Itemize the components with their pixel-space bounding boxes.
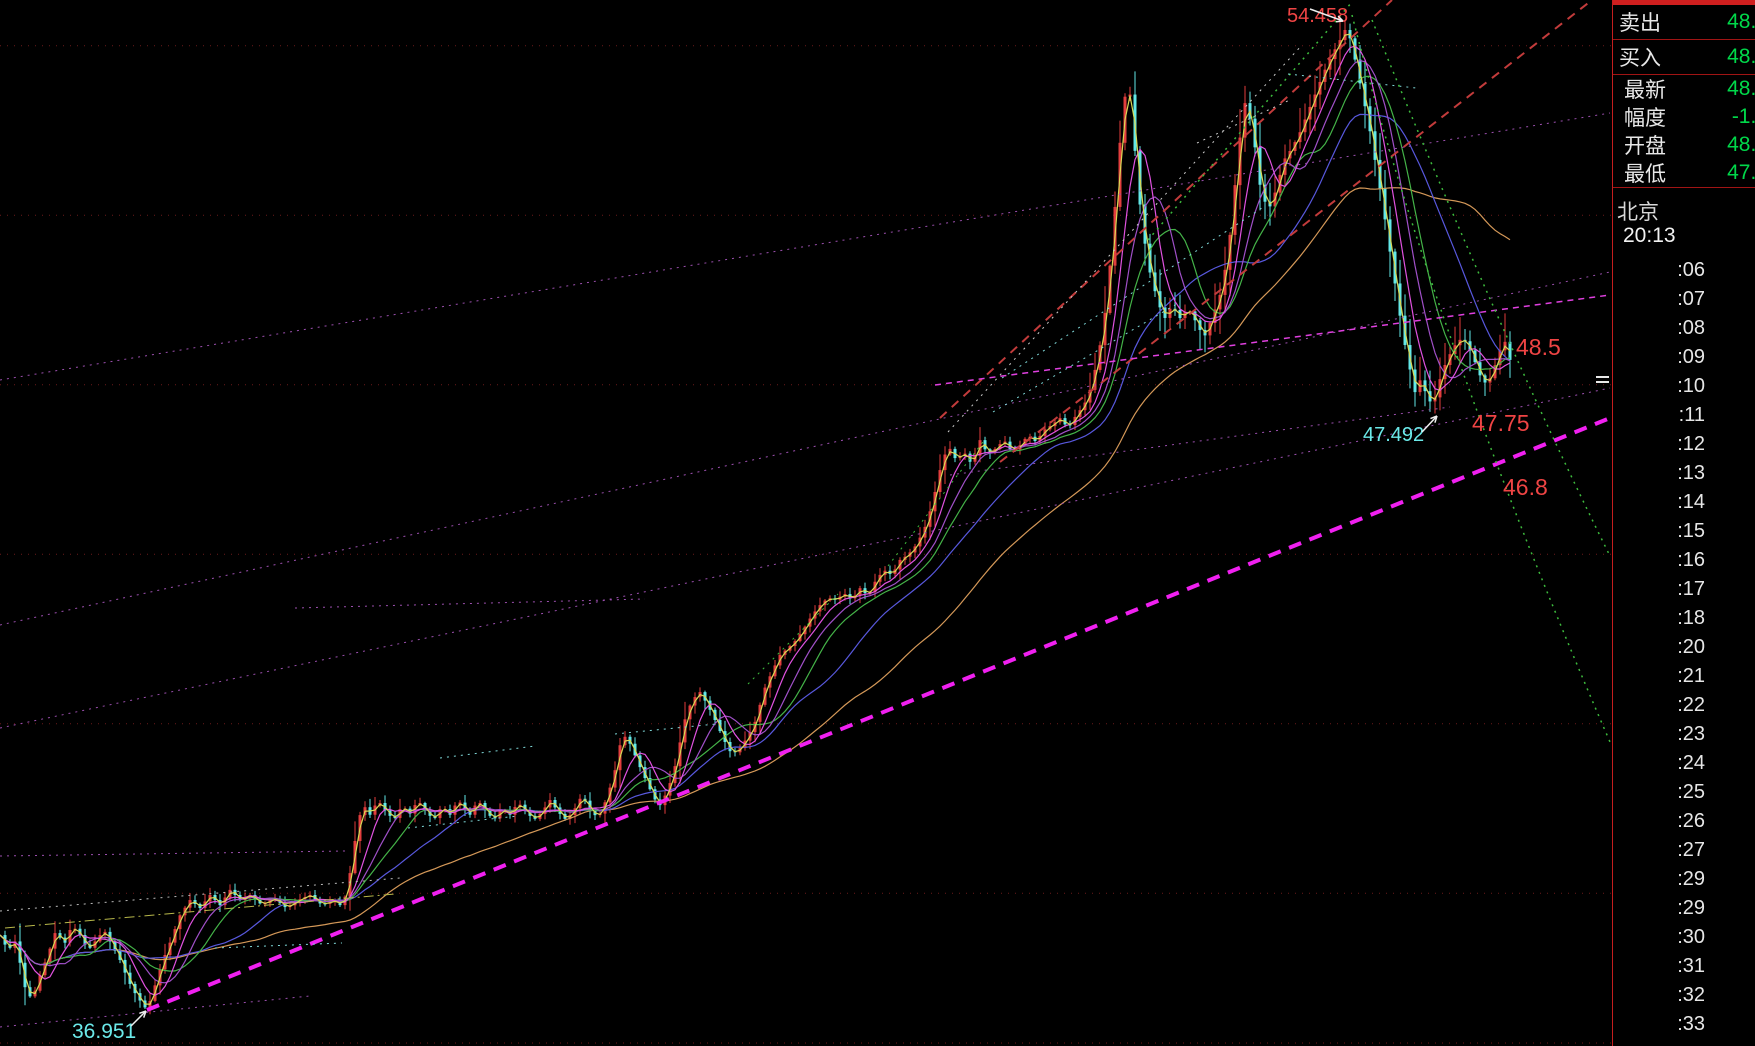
range-value: -1.5 — [1731, 105, 1755, 128]
time-item: :29 — [1677, 897, 1705, 919]
price-chart[interactable]: 54.458 48.5 47.75 46.8 47.492 36.951 — [0, 0, 1612, 1046]
major-support-trendline[interactable] — [146, 416, 1611, 1012]
cyan-rise-b[interactable] — [992, 301, 1181, 413]
time-item: :10 — [1677, 375, 1705, 397]
time-item: :08 — [1677, 317, 1705, 339]
cyan-seg-1[interactable] — [439, 745, 536, 759]
cyan-top-seg[interactable] — [1287, 73, 1417, 89]
cyan-seg-3[interactable] — [614, 723, 717, 735]
stats-block: 最新 48.0 幅度 -1.5 开盘 48.8 最低 47.7 — [1613, 75, 1755, 187]
time-item: :07 — [1677, 288, 1705, 310]
trendlines-layer — [0, 0, 1611, 1028]
low-value: 47.7 — [1727, 161, 1755, 184]
time-item: :24 — [1677, 752, 1705, 774]
time-item: :26 — [1677, 810, 1705, 832]
buy-price: 48.0 — [1727, 45, 1755, 68]
green-fall-curve-2[interactable] — [1371, 19, 1611, 557]
open-label: 开盘 — [1624, 135, 1666, 158]
range-label: 幅度 — [1624, 107, 1666, 130]
violet-left-seg[interactable] — [0, 850, 346, 857]
magenta-mid-line[interactable] — [934, 294, 1611, 386]
green-seg-1[interactable] — [747, 593, 839, 685]
time-item: :20 — [1677, 636, 1705, 658]
stat-row-open: 开盘 48.8 — [1613, 131, 1755, 159]
price-label-48.5: 48.5 — [1516, 334, 1561, 360]
ma-blue — [0, 113, 1511, 966]
ma-orange — [0, 187, 1511, 966]
time-item: :15 — [1677, 520, 1705, 542]
stat-row-latest: 最新 48.0 — [1613, 75, 1755, 103]
time-item: :11 — [1678, 404, 1705, 426]
latest-label: 最新 — [1624, 79, 1666, 102]
ma-green — [0, 75, 1511, 972]
time-item: :13 — [1677, 462, 1705, 484]
time-item: :27 — [1677, 839, 1705, 861]
buy-quote-row[interactable]: 买入 48.0 — [1613, 40, 1755, 74]
arrows-layer — [130, 8, 1438, 1027]
time-item: :14 — [1677, 491, 1705, 513]
buy-label: 买入 — [1619, 47, 1661, 70]
time-item: :18 — [1677, 607, 1705, 629]
violet-fan-2[interactable] — [0, 271, 1611, 626]
time-item: :12 — [1677, 433, 1705, 455]
time-item: :16 — [1677, 549, 1705, 571]
price-label-54.458: 54.458 — [1287, 5, 1348, 27]
separator — [1613, 187, 1755, 188]
price-label-36.951: 36.951 — [72, 1020, 136, 1043]
grid-layer — [0, 45, 1612, 1044]
red-fan-line-2[interactable] — [999, 0, 1593, 463]
violet-fan-4[interactable] — [949, 406, 1451, 476]
price-label-46.8: 46.8 — [1503, 474, 1548, 500]
time-item: :17 — [1677, 578, 1705, 600]
sell-price: 48.1 — [1727, 10, 1755, 33]
time-item: :22 — [1677, 694, 1705, 716]
price-label-47.75: 47.75 — [1472, 410, 1530, 436]
low-label: 最低 — [1624, 163, 1666, 186]
violet-fan-1[interactable] — [0, 112, 1611, 381]
cyan-rise-a[interactable] — [1001, 207, 1263, 379]
violet-low-seg[interactable] — [0, 995, 311, 1028]
clock: 20:13 — [1623, 224, 1676, 247]
time-item: :09 — [1677, 346, 1705, 368]
green-fall-curve-1[interactable] — [1351, 14, 1611, 743]
open-value: 48.8 — [1727, 133, 1755, 156]
time-item: :30 — [1677, 926, 1705, 948]
cyan-seg-0[interactable] — [214, 942, 343, 949]
ma-yellow — [0, 33, 1511, 1005]
price-labels-layer: 54.458 48.5 47.75 46.8 47.492 36.951 — [72, 5, 1561, 1043]
time-item: :32 — [1677, 984, 1705, 1006]
quote-panel: 卖出 48.1 买入 48.0 最新 48.0 幅度 -1.5 开盘 48.8 … — [1612, 0, 1755, 1046]
separator — [1613, 74, 1755, 75]
separator — [1613, 39, 1755, 40]
latest-value: 48.0 — [1727, 77, 1755, 100]
green-seg-2[interactable] — [887, 437, 987, 567]
red-fan-line-1[interactable] — [939, 0, 1393, 419]
time-item: :29 — [1677, 868, 1705, 890]
time-item: :25 — [1677, 781, 1705, 803]
time-item: :21 — [1677, 665, 1705, 687]
sell-label: 卖出 — [1619, 12, 1661, 35]
time-item: :31 — [1677, 955, 1705, 977]
ma-violet — [0, 59, 1511, 984]
ma-layer — [0, 33, 1511, 1005]
time-item: :06 — [1677, 259, 1705, 281]
time-list: :06 :07 :08 :09 :10 :11 :12 :13 :14 :15 :16 :17 :18:… — [1613, 256, 1755, 1039]
violet-fan-3[interactable] — [0, 387, 1611, 729]
price-label-47.492: 47.492 — [1363, 424, 1424, 446]
panel-top-bar — [1613, 0, 1755, 5]
cyan-seg-2[interactable] — [407, 815, 519, 829]
stat-row-range: 幅度 -1.5 — [1613, 103, 1755, 131]
timezone-label: 北京 — [1617, 201, 1659, 224]
time-item: :33 — [1677, 1013, 1705, 1035]
current-price-tick — [1596, 376, 1609, 383]
stat-row-low: 最低 47.7 — [1613, 159, 1755, 187]
sell-quote-row[interactable]: 卖出 48.1 — [1613, 5, 1755, 39]
yellow-dashdot-line[interactable] — [4, 893, 396, 929]
violet-flat-seg[interactable] — [294, 598, 646, 609]
time-item: :23 — [1677, 723, 1705, 745]
